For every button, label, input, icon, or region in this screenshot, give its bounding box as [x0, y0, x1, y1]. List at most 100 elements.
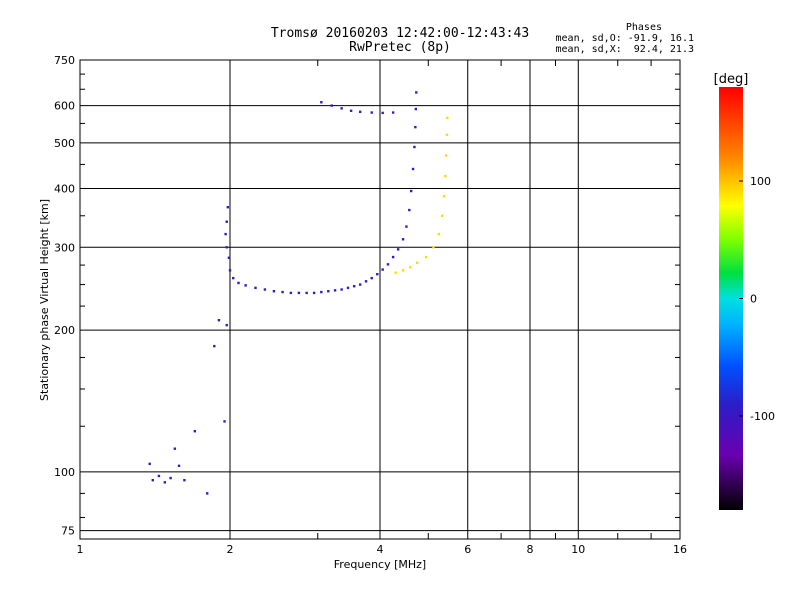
x-trace-point [445, 133, 449, 137]
o-trace-point [408, 208, 411, 212]
y-tick-label: 100 [54, 466, 75, 479]
o-trace-point [352, 285, 356, 288]
e-region-point [223, 420, 226, 423]
x-tick-label: 8 [527, 543, 534, 556]
o-trace-point [415, 91, 418, 94]
o-trace-point [244, 284, 247, 287]
o-trace-point [225, 246, 228, 249]
o-upper-point [370, 111, 373, 114]
y-tick-label: 75 [61, 525, 75, 538]
x-axis-label: Frequency [MHz] [334, 558, 426, 571]
x-trace-point [432, 246, 435, 249]
o-trace-point [391, 255, 395, 259]
o-trace-point [396, 248, 400, 251]
o-upper-point [358, 110, 362, 114]
x-trace-point [424, 255, 428, 259]
o-trace-point [333, 289, 337, 292]
y-tick-label: 400 [54, 182, 75, 195]
x-tick-label: 10 [571, 543, 585, 556]
colorbar-label: [deg] [714, 72, 749, 87]
x-trace-point [440, 214, 444, 217]
e-region-point [193, 430, 197, 433]
y-axis-ticks: 75 100 200 300 400 500 600 750 [54, 54, 680, 538]
e-region-point [225, 323, 228, 327]
o-trace-point [414, 125, 417, 129]
o-trace-point [254, 286, 257, 290]
x-trace-point [415, 261, 419, 265]
o-trace-point [401, 238, 405, 241]
x-trace-point [444, 174, 447, 178]
o-trace-point [281, 290, 284, 294]
o-trace-point [224, 232, 227, 236]
y-tick-label: 500 [54, 137, 75, 150]
e-region-point [217, 318, 221, 322]
y-tick-label: 750 [54, 54, 75, 67]
plot-frame [79, 59, 681, 540]
chart-title: Tromsø 20160203 12:42:00-12:43:43 [270, 26, 530, 41]
phases-label: Phases [625, 22, 662, 33]
colorbar-tick-label: -100 [750, 410, 775, 423]
colorbar-tick-label: 100 [750, 175, 771, 188]
o-trace-point [312, 291, 316, 295]
o-trace-point [226, 206, 230, 209]
e-region-point [205, 492, 209, 495]
o-upper-point [330, 104, 333, 107]
e-region-point [151, 478, 155, 482]
o-trace-point [370, 276, 373, 280]
o-trace-point [414, 107, 418, 111]
o-upper-point [349, 109, 353, 112]
x-tick-label: 2 [227, 543, 234, 556]
y-tick-label: 300 [54, 241, 75, 254]
o-trace-point [225, 220, 228, 223]
y-tick-label: 200 [54, 324, 75, 337]
x-tick-label: 4 [377, 543, 384, 556]
y-tick-label: 600 [54, 100, 75, 113]
o-trace-point [227, 256, 231, 259]
o-trace-point [232, 276, 235, 280]
colorbar-ticks: 100 0 -100 [739, 175, 775, 423]
x-tick-label: 6 [464, 543, 471, 556]
o-trace-point [327, 290, 330, 293]
e-region-point [173, 447, 177, 450]
o-trace-point [340, 288, 343, 291]
o-trace-point [272, 290, 276, 293]
e-region-point [177, 464, 181, 468]
o-trace-point [409, 189, 413, 193]
o-trace-point [386, 263, 390, 266]
o-trace-point [297, 291, 301, 295]
phases-x-stats: mean, sd,X: 92.4, 21.3 [555, 44, 694, 55]
e-region-point [169, 476, 172, 480]
x-trace-point [401, 269, 405, 272]
x-trace-point [442, 195, 446, 198]
x-axis-ticks: 1 2 4 6 8 10 16 [77, 60, 687, 556]
data-points [148, 91, 449, 495]
chart-subtitle: RwPretec (8p) [349, 40, 451, 55]
o-trace-point [346, 286, 350, 290]
o-trace-point [237, 281, 240, 285]
x-trace-point [409, 266, 412, 269]
o-trace-point [376, 272, 379, 276]
o-trace-point [413, 145, 416, 149]
o-trace-point [405, 225, 408, 228]
o-trace-point [381, 268, 384, 271]
e-region-point [213, 344, 216, 348]
e-region-point [183, 478, 186, 482]
x-tick-label: 16 [673, 543, 687, 556]
x-trace-point [437, 232, 441, 236]
o-trace-point [228, 269, 232, 272]
x-trace-point [394, 271, 397, 274]
o-upper-point [320, 101, 323, 104]
o-trace-point [263, 288, 267, 291]
o-trace-point [320, 290, 323, 294]
e-region-point [163, 481, 167, 484]
colorbar-tick-label: 0 [750, 293, 757, 306]
o-upper-point [381, 111, 384, 115]
grid [80, 59, 680, 539]
o-trace-point [358, 283, 362, 286]
x-tick-label: 1 [77, 543, 84, 556]
e-region-point [148, 462, 151, 466]
o-trace-point [364, 280, 368, 283]
y-axis-label: Stationary phase Virtual Height [km] [38, 199, 51, 401]
